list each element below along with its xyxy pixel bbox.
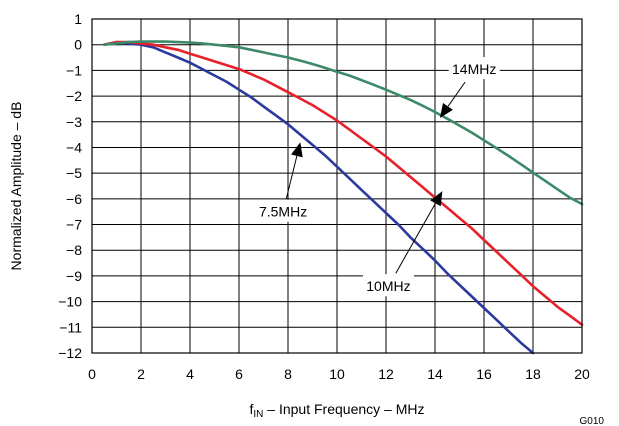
x-tick-label: 2 bbox=[137, 366, 145, 382]
x-tick-label: 0 bbox=[88, 366, 96, 382]
y-tick-label: −9 bbox=[66, 268, 82, 284]
y-tick-label: −12 bbox=[58, 345, 82, 361]
y-tick-label: 1 bbox=[74, 11, 82, 27]
annotation-label: 14MHz bbox=[452, 61, 496, 77]
y-tick-label: −11 bbox=[59, 319, 82, 335]
y-tick-label: −1 bbox=[66, 62, 82, 78]
y-tick-label: −10 bbox=[58, 294, 82, 310]
y-tick-labels: 1 0 −1 −2 −3 −4 −5 −6 −7 −8 −9 −10 −11 −12 bbox=[58, 11, 82, 361]
x-tick-label: 8 bbox=[284, 366, 292, 382]
y-tick-label: 0 bbox=[74, 37, 82, 53]
x-tick-label: 10 bbox=[329, 366, 345, 382]
x-axis-title-rest: – Input Frequency – MHz bbox=[263, 401, 424, 417]
y-tick-label: −3 bbox=[66, 114, 82, 130]
x-tick-label: 18 bbox=[525, 366, 541, 382]
y-tick-label: −4 bbox=[66, 139, 82, 155]
x-axis-title-subscript: IN bbox=[253, 409, 263, 420]
x-tick-label: 16 bbox=[476, 366, 492, 382]
y-tick-label: −8 bbox=[66, 242, 82, 258]
x-tick-label: 20 bbox=[574, 366, 590, 382]
x-tick-label: 12 bbox=[378, 366, 394, 382]
y-tick-label: −7 bbox=[66, 217, 82, 233]
y-axis-title: Normalized Amplitude – dB bbox=[8, 102, 24, 271]
x-tick-labels: 0 2 4 6 8 10 12 14 16 18 20 bbox=[88, 366, 590, 382]
x-tick-label: 4 bbox=[186, 366, 194, 382]
y-tick-label: −6 bbox=[66, 191, 82, 207]
figure-id: G010 bbox=[580, 416, 605, 426]
annotation-label: 10MHz bbox=[366, 278, 410, 294]
y-tick-label: −5 bbox=[66, 165, 82, 181]
x-tick-label: 6 bbox=[235, 366, 243, 382]
x-tick-label: 14 bbox=[427, 366, 443, 382]
x-axis-title: fIN – Input Frequency – MHz bbox=[250, 401, 425, 420]
annotation-label: 7.5MHz bbox=[259, 204, 307, 220]
y-tick-label: −2 bbox=[66, 88, 82, 104]
